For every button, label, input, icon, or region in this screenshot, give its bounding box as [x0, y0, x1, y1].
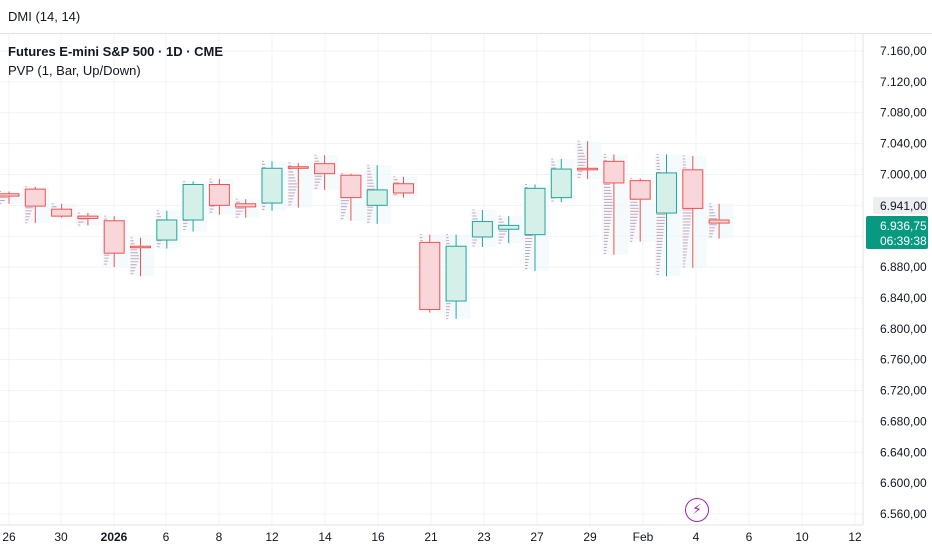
candle-body — [340, 174, 362, 199]
pvp-indicator-label[interactable]: PVP (1, Bar, Up/Down) — [8, 63, 141, 78]
price-tags: 6.941,00 6.936,75 06:39:38 — [866, 197, 928, 249]
profile-rows — [130, 237, 140, 275]
price-tick-label: 6.760,00 — [880, 353, 927, 367]
bar-countdown: 06:39:38 — [880, 234, 927, 248]
time-tick-label: 14 — [318, 530, 332, 544]
candlestick-series — [0, 141, 730, 319]
candle-body — [235, 203, 257, 208]
candle-body — [130, 245, 151, 249]
candle-body — [419, 241, 441, 311]
price-tick-label: 6.800,00 — [880, 322, 927, 336]
time-tick-label: 6 — [163, 530, 170, 544]
profile-rows — [288, 162, 297, 206]
symbol-title[interactable]: Futures E-mini S&P 500 · 1D · CME — [8, 44, 224, 59]
candle-body — [498, 224, 520, 230]
candle-body — [287, 166, 309, 169]
time-tick-label: 30 — [54, 530, 68, 544]
price-axis: 6.560,00 6.600,00 6.640,00 6.680,00 6.720,00… — [880, 44, 927, 521]
price-tick-label: 6.840,00 — [880, 291, 927, 305]
price-tick-label: 6.640,00 — [880, 445, 927, 459]
candle-body — [656, 172, 677, 214]
price-tick-label: 6.680,00 — [880, 414, 927, 428]
candle-body — [603, 160, 625, 184]
candle-body — [471, 221, 493, 238]
price-tick-label: 7.000,00 — [880, 167, 927, 181]
time-tick-label: 12 — [265, 530, 279, 544]
time-tick-label: 29 — [583, 530, 597, 544]
time-tick-label: 6 — [746, 530, 753, 544]
profile-area — [286, 162, 313, 208]
price-tick-label: 6.560,00 — [880, 507, 927, 521]
time-tick-label: 16 — [371, 530, 385, 544]
candle-body — [629, 180, 651, 200]
candle-body — [393, 183, 414, 194]
price-tick-label: 7.040,00 — [880, 137, 927, 151]
candle-body — [182, 183, 204, 221]
candle-body — [550, 168, 572, 199]
time-tick-label: 8 — [216, 530, 223, 544]
time-tick-label: 26 — [2, 530, 16, 544]
candle-body — [208, 183, 230, 206]
time-axis: 26 30 2026 6 8 12 14 16 21 23 27 29 Feb 4 6 10 12 — [2, 530, 862, 544]
time-tick-label: Feb — [633, 530, 654, 544]
time-tick-label: 12 — [848, 530, 862, 544]
candle-body — [77, 215, 99, 219]
candle-body — [51, 208, 73, 217]
profile-rows — [630, 177, 639, 242]
time-tick-label: 10 — [795, 530, 809, 544]
time-tick-label: 21 — [424, 530, 438, 544]
prev-close-tag-bg — [873, 197, 928, 214]
price-tick-label: 7.120,00 — [880, 75, 927, 89]
time-tick-label: 27 — [530, 530, 544, 544]
dmi-indicator-label[interactable]: DMI (14, 14) — [8, 9, 81, 24]
candle-body — [103, 220, 125, 254]
candle-body — [24, 188, 46, 207]
candle-body — [682, 169, 704, 209]
candle-body — [366, 189, 388, 206]
candle-body — [0, 193, 20, 197]
profile-rows — [314, 154, 324, 189]
price-tick-label: 7.080,00 — [880, 106, 927, 120]
current-price-tag-bg — [866, 216, 928, 249]
candle-body — [314, 163, 336, 175]
price-tick-label: 7.160,00 — [880, 44, 927, 58]
time-tick-label: 4 — [693, 530, 700, 544]
candle-body — [156, 219, 178, 241]
candle-body — [261, 167, 283, 204]
lightning-icon[interactable]: ⚡︎ — [685, 498, 709, 522]
time-tick-label: 2026 — [101, 530, 128, 544]
time-tick-label: 23 — [477, 530, 491, 544]
candle-body — [577, 167, 599, 171]
candle-body — [445, 245, 467, 302]
chart-legend: Futures E-mini S&P 500 · 1D · CME PVP (1… — [8, 44, 223, 79]
price-tick-label: 6.720,00 — [880, 384, 927, 398]
candle-body — [524, 187, 546, 236]
candle-body — [708, 219, 730, 224]
prev-close-tag: 6.941,00 — [880, 199, 927, 213]
dmi-pane[interactable]: DMI (14, 14) — [0, 0, 932, 34]
current-price-tag: 6.936,75 — [880, 219, 927, 233]
price-tick-label: 6.600,00 — [880, 476, 927, 490]
price-tick-label: 6.880,00 — [880, 260, 927, 274]
